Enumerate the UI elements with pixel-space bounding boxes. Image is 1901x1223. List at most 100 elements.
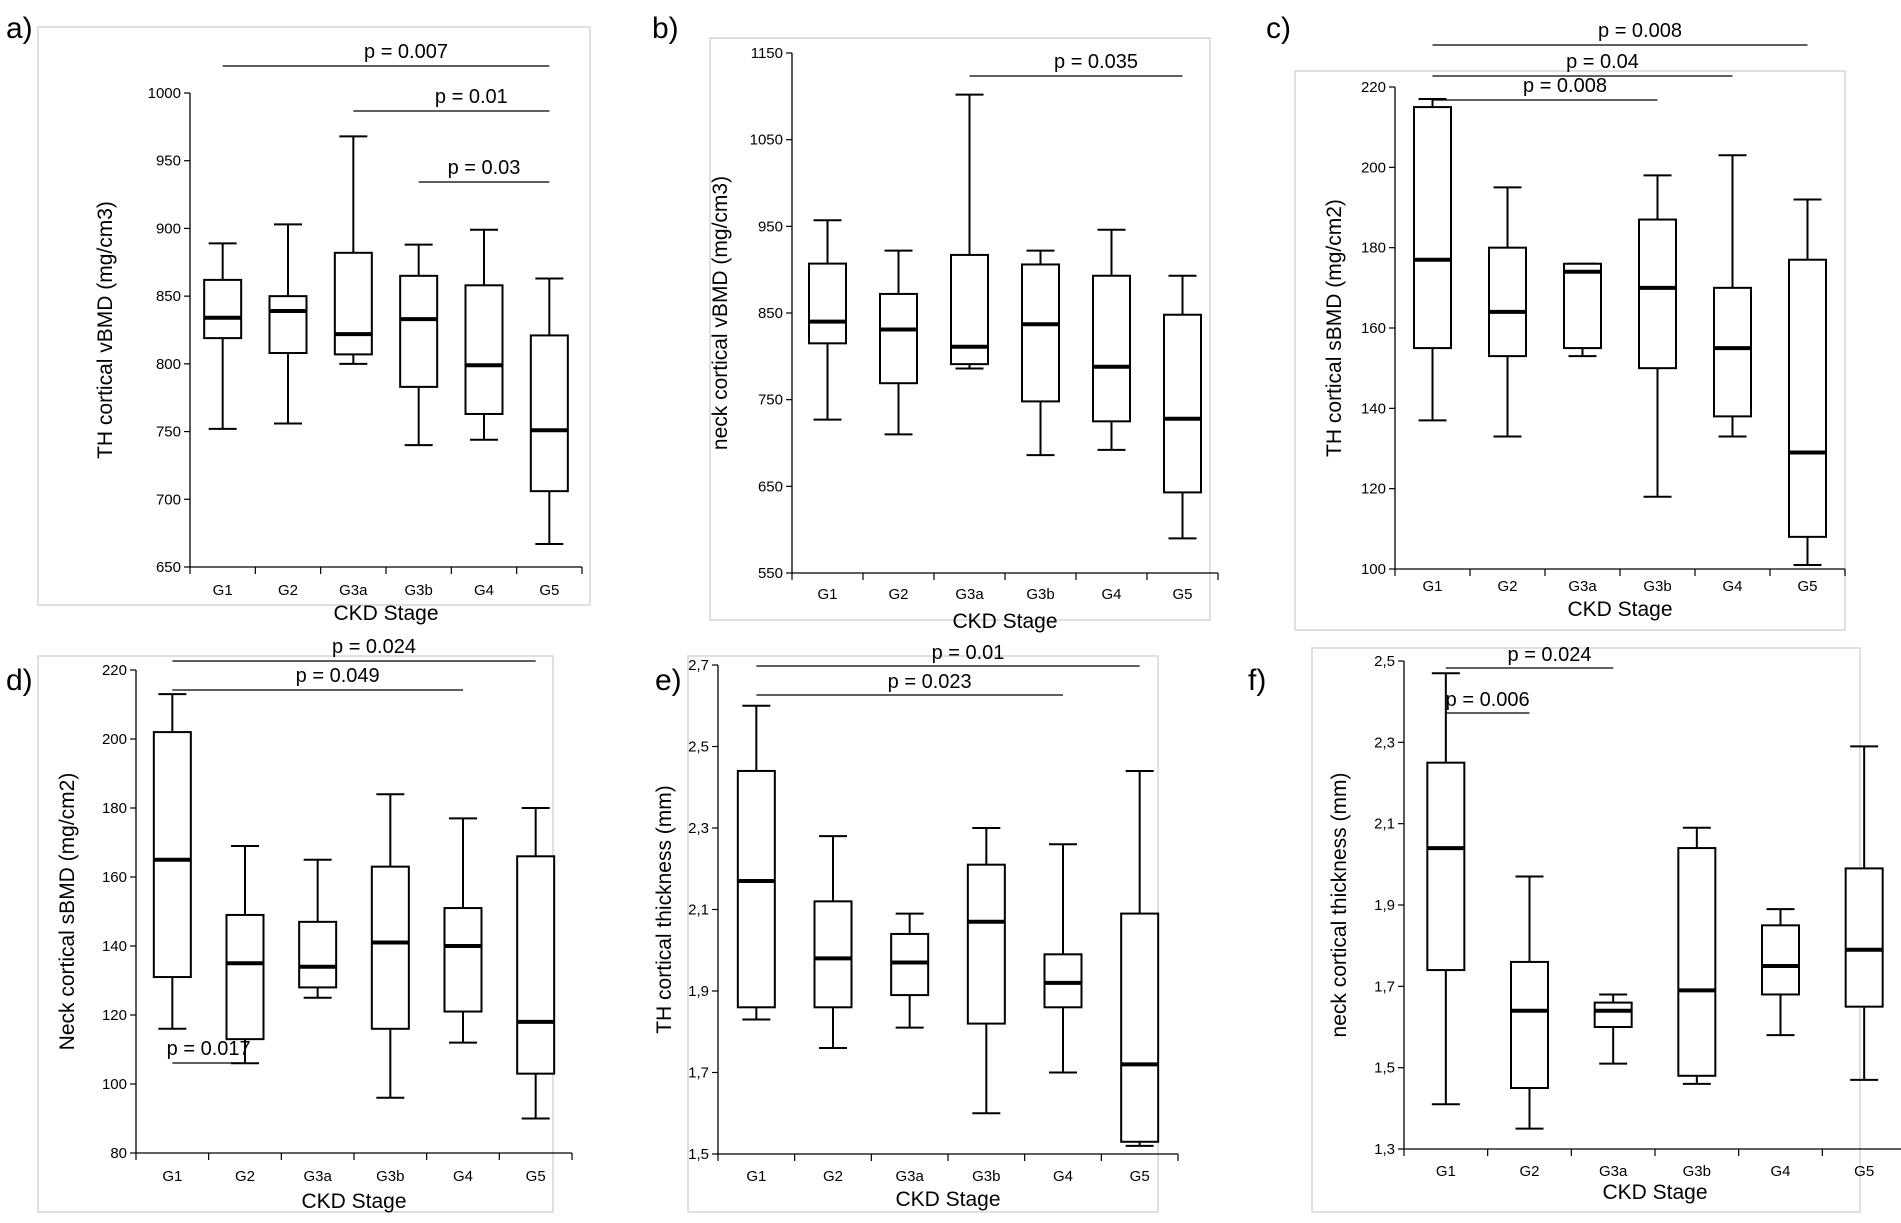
iqr-box [1426,761,1466,972]
box-G2 [1488,186,1527,438]
y-tick-label: 1,7 [1374,978,1395,995]
iqr-box [333,251,373,356]
box-G1 [152,693,192,1030]
x-axis-title: CKD Stage [952,610,1057,633]
x-axis-title: CKD Stage [1602,1181,1707,1204]
significance-bracket: p = 0.049 [172,665,463,691]
iqr-box [203,278,243,340]
box-G1 [736,704,776,1021]
x-tick-label: G4 [1101,586,1121,603]
box-G3a [890,912,930,1029]
x-tick-label: G1 [746,1168,766,1185]
panel-frame [1294,70,1846,631]
box-G3a [1563,262,1602,358]
y-axis-title: neck cortical thickness (mm) [1328,773,1351,1038]
y-axis-title: neck cortical vBMD (mg/cm3) [709,176,732,450]
box-G4 [1761,908,1800,1037]
x-axis-title: CKD Stage [301,1190,406,1213]
box-G4 [1043,843,1083,1074]
chart-panel-a: 650 700 750 800 850 900 950 1000 G1 G2 G3a G3b G4 G5 p… [6,12,591,625]
y-axis-title: TH cortical sBMD (mg/cm2) [1323,199,1346,457]
box-G3b [370,793,410,1099]
y-tick-label: 2,7 [688,657,709,674]
box-G3a [950,93,989,370]
box-G4 [1092,228,1131,451]
y-tick-label: 950 [758,218,783,235]
y-tick-label: 180 [102,800,127,817]
x-tick-label: G5 [1130,1168,1150,1185]
iqr-box [1163,313,1202,494]
chart-panel-d: 80 100 120 140 160 180 200 220 G1 G2 G3a G3b G4 G5 p =… [6,636,573,1213]
iqr-box [1021,263,1060,403]
y-tick-label: 1,9 [1374,897,1395,914]
iqr-box [443,907,483,1013]
y-tick-label: 2,5 [688,739,709,756]
iqr-box [1488,246,1527,358]
y-axis-title: Neck cortical sBMD (mg/cm2) [56,773,79,1051]
x-tick-label: G3b [1026,586,1054,603]
x-tick-label: G1 [817,586,837,603]
box-G5 [1163,274,1202,540]
x-tick-label: G3a [1568,578,1597,595]
p-value-label: p = 0.008 [1598,20,1682,42]
x-axis-title: CKD Stage [1567,598,1672,621]
y-tick-label: 140 [1361,400,1386,417]
iqr-box [298,920,338,989]
panel-letter: f) [1248,664,1266,697]
panel-letter: d) [6,664,33,697]
x-tick-label: G5 [1172,586,1192,603]
iqr-box [1092,274,1131,423]
significance-bracket: p = 0.023 [756,671,1063,696]
x-tick-label: G2 [823,1168,843,1185]
y-tick-label: 1,7 [688,1065,709,1082]
y-tick-label: 120 [102,1007,127,1024]
box-G4 [464,228,504,441]
iqr-box [464,284,504,415]
y-tick-label: 550 [758,565,783,582]
box-G1 [203,242,243,430]
panel-letter: a) [6,12,33,45]
x-tick-label: G1 [1422,578,1442,595]
y-tick-label: 100 [1361,561,1386,578]
y-tick-label: 1,9 [688,983,709,1000]
significance-bracket: p = 0.006 [1446,689,1530,714]
iqr-box [1413,106,1452,350]
x-tick-label: G3b [1683,1163,1711,1180]
significance-bracket: p = 0.01 [353,86,550,112]
y-tick-label: 2,5 [1374,653,1395,670]
y-tick-label: 80 [110,1145,127,1162]
box-G5 [529,277,569,545]
panel-letter: b) [652,12,679,45]
y-tick-label: 2,1 [1374,816,1395,833]
box-G4 [443,817,483,1044]
p-value-label: p = 0.017 [167,1038,251,1060]
x-tick-label: G2 [1519,1163,1539,1180]
p-value-label: p = 0.006 [1446,689,1530,711]
y-tick-label: 140 [102,938,127,955]
x-tick-label: G1 [162,1168,182,1185]
p-value-label: p = 0.01 [435,86,508,108]
iqr-box [1677,847,1717,1077]
x-tick-label: G3a [1599,1163,1628,1180]
box-G3b [1638,174,1677,498]
box-G2 [268,223,308,425]
y-tick-label: 800 [156,356,181,373]
y-tick-label: 750 [156,424,181,441]
y-tick-label: 1,3 [1374,1141,1395,1158]
y-axis-title: TH cortical vBMD (mg/cm3) [94,201,117,459]
iqr-box [1713,286,1752,418]
iqr-box [516,855,556,1075]
x-tick-label: G4 [1722,578,1742,595]
iqr-box [890,932,930,997]
p-value-label: p = 0.007 [364,41,448,63]
significance-bracket: p = 0.008 [1432,20,1808,46]
x-tick-label: G2 [278,582,298,599]
box-G5 [1788,198,1827,566]
y-tick-label: 1000 [148,85,181,102]
x-tick-label: G1 [1436,1163,1456,1180]
y-tick-label: 220 [102,662,127,679]
y-tick-label: 2,3 [1374,734,1395,751]
iqr-box [808,262,847,345]
x-tick-label: G5 [526,1168,546,1185]
iqr-box [966,863,1006,1025]
